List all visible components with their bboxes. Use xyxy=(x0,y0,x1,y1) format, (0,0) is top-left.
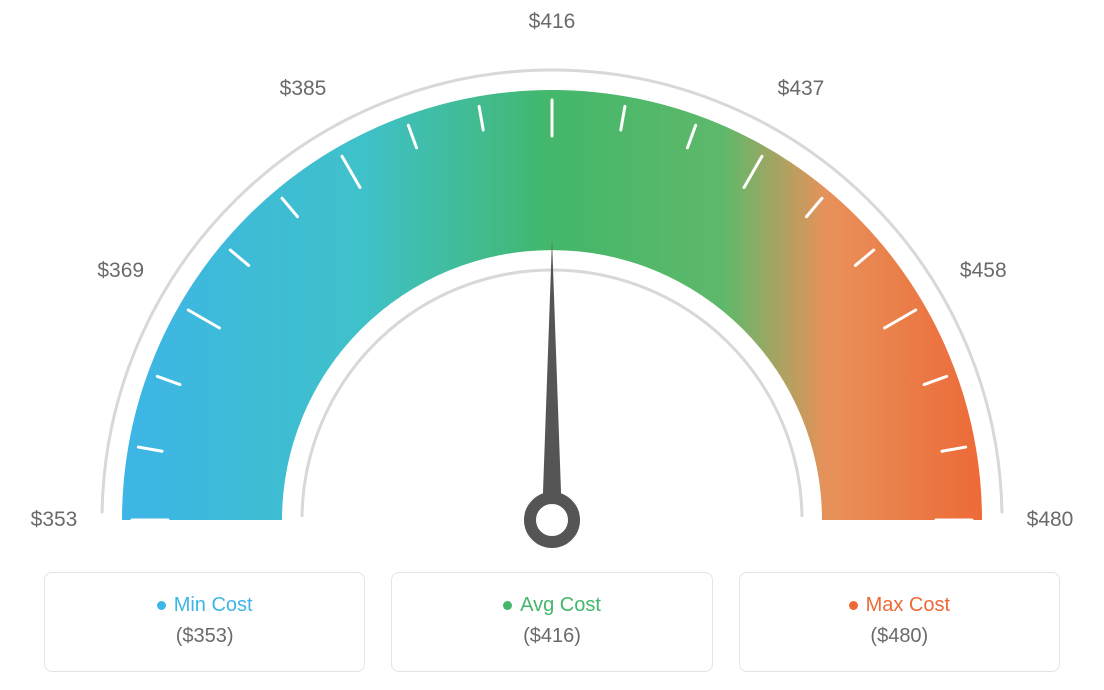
dot-icon xyxy=(503,601,512,610)
legend-title-label: Max Cost xyxy=(866,594,950,617)
legend-value-min: ($353) xyxy=(176,625,234,648)
legend-title-min: Min Cost xyxy=(157,594,253,617)
gauge-svg xyxy=(0,0,1104,560)
scale-label: $353 xyxy=(31,508,78,532)
legend-title-label: Min Cost xyxy=(174,594,253,617)
dot-icon xyxy=(849,601,858,610)
legend-value-avg: ($416) xyxy=(523,625,581,648)
legend-card-min: Min Cost ($353) xyxy=(44,572,365,672)
scale-label: $369 xyxy=(97,259,144,283)
gauge-area: $353 $369 $385 $416 $437 $458 $480 xyxy=(0,0,1104,560)
legend-title-avg: Avg Cost xyxy=(503,594,601,617)
scale-label: $385 xyxy=(280,77,327,101)
dot-icon xyxy=(157,601,166,610)
legend-value-max: ($480) xyxy=(870,625,928,648)
scale-label: $480 xyxy=(1027,508,1074,532)
scale-label: $437 xyxy=(778,77,825,101)
cost-gauge-widget: { "gauge": { "type": "gauge", "center_x"… xyxy=(0,0,1104,690)
legend-row: Min Cost ($353) Avg Cost ($416) Max Cost… xyxy=(0,572,1104,690)
legend-title-max: Max Cost xyxy=(849,594,950,617)
legend-card-avg: Avg Cost ($416) xyxy=(391,572,712,672)
scale-label: $458 xyxy=(960,259,1007,283)
legend-card-max: Max Cost ($480) xyxy=(739,572,1060,672)
scale-label: $416 xyxy=(529,10,576,34)
legend-title-label: Avg Cost xyxy=(520,594,601,617)
